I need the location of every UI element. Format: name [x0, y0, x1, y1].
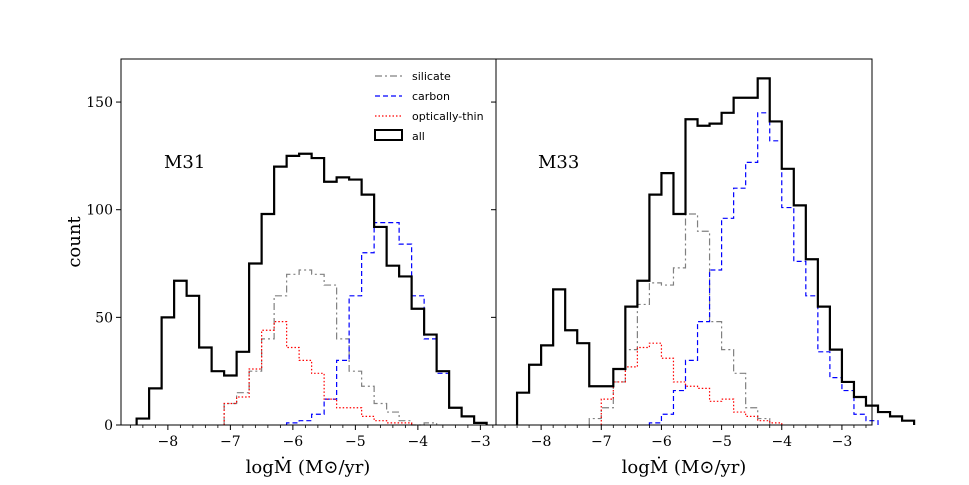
- legend-swatch-all: [374, 129, 403, 141]
- x-tick-label-m33: −3: [832, 434, 853, 450]
- x-axis-label-m33: logṀ (M⊙/yr): [622, 455, 747, 478]
- x-tick-label-m33: −5: [711, 434, 732, 450]
- legend-entry-carbon: carbon: [375, 90, 450, 103]
- histogram-all-m31: [135, 152, 488, 425]
- x-tick-label-m31: −3: [470, 434, 491, 450]
- axes-frame-m33: [495, 58, 873, 426]
- legend-entry-all: all: [374, 129, 425, 143]
- histogram-carbon-m33: [648, 112, 879, 425]
- legend-label-optically-thin: optically-thin: [412, 110, 484, 123]
- y-tick-label-m31: 100: [86, 203, 113, 219]
- histogram-marks-m33: [515, 77, 916, 425]
- histogram-optically-thin-m33: [600, 342, 783, 425]
- x-tick-label-m33: −7: [591, 434, 612, 450]
- ticks-m31: −8 −7 −6 −5 −4 −3 0 50 100 150: [86, 95, 494, 450]
- histogram-marks-m31: [135, 152, 488, 426]
- legend-label-silicate: silicate: [412, 70, 451, 83]
- panel-label-m31: M31: [164, 152, 205, 173]
- y-tick-label-m31: 50: [95, 310, 113, 326]
- histogram-silicate-m31: [223, 269, 438, 426]
- histogram-all-m33: [515, 77, 916, 425]
- x-tick-label-m33: −8: [531, 434, 552, 450]
- legend-label-all: all: [412, 130, 425, 143]
- x-tick-label-m31: −8: [158, 434, 179, 450]
- x-axis-label-m31: logṀ (M⊙/yr): [246, 455, 371, 478]
- x-tick-label-m31: −4: [408, 434, 429, 450]
- panel-m31: −8 −7 −6 −5 −4 −3 0 50 100 150 M31 logṀ (M⊙/yr): [86, 58, 497, 478]
- legend-entry-silicate: silicate: [375, 70, 451, 83]
- ticks-m33: −8 −7 −6 −5 −4 −3: [491, 101, 867, 450]
- x-tick-label-m33: −6: [651, 434, 672, 450]
- x-tick-label-m31: −7: [220, 434, 241, 450]
- y-tick-label-m31: 150: [86, 95, 113, 111]
- x-tick-label-m31: −5: [345, 434, 366, 450]
- y-axis-label: count: [64, 216, 85, 268]
- x-tick-label-m31: −6: [283, 434, 304, 450]
- legend: silicate carbon optically-thin all: [374, 70, 484, 143]
- legend-entry-optically-thin: optically-thin: [375, 110, 484, 123]
- y-tick-label-m31: 0: [104, 418, 113, 434]
- x-tick-label-m33: −4: [771, 434, 792, 450]
- panel-label-m33: M33: [538, 152, 579, 173]
- histogram-silicate-m33: [588, 213, 771, 425]
- legend-label-carbon: carbon: [412, 90, 450, 103]
- histogram-optically-thin-m31: [223, 321, 413, 425]
- panel-m33: −8 −7 −6 −5 −4 −3 M33 logṀ (M⊙/yr): [491, 58, 916, 478]
